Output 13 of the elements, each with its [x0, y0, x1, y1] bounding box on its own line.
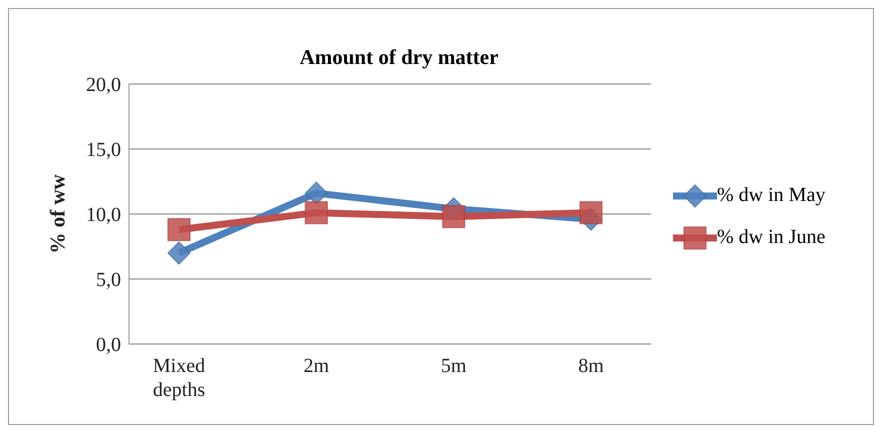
y-axis-title: % of ww [45, 174, 70, 254]
y-tick-label: 20,0 [86, 74, 121, 96]
x-tick-label: 8m [578, 355, 604, 377]
y-tick-label: 5,0 [96, 269, 121, 292]
y-tick-label: 15,0 [86, 139, 121, 162]
y-tick-label: 10,0 [86, 204, 121, 226]
legend-label: % dw in June [717, 226, 826, 249]
legend-label: % dw in May [717, 184, 826, 207]
x-tick-label: 5m [440, 355, 467, 377]
chart-title: Amount of dry matter [298, 45, 500, 70]
x-tick-label: Mixed depths [152, 355, 206, 401]
x-tick-label: 2m [304, 355, 330, 377]
y-tick-label: 0,0 [96, 334, 121, 356]
